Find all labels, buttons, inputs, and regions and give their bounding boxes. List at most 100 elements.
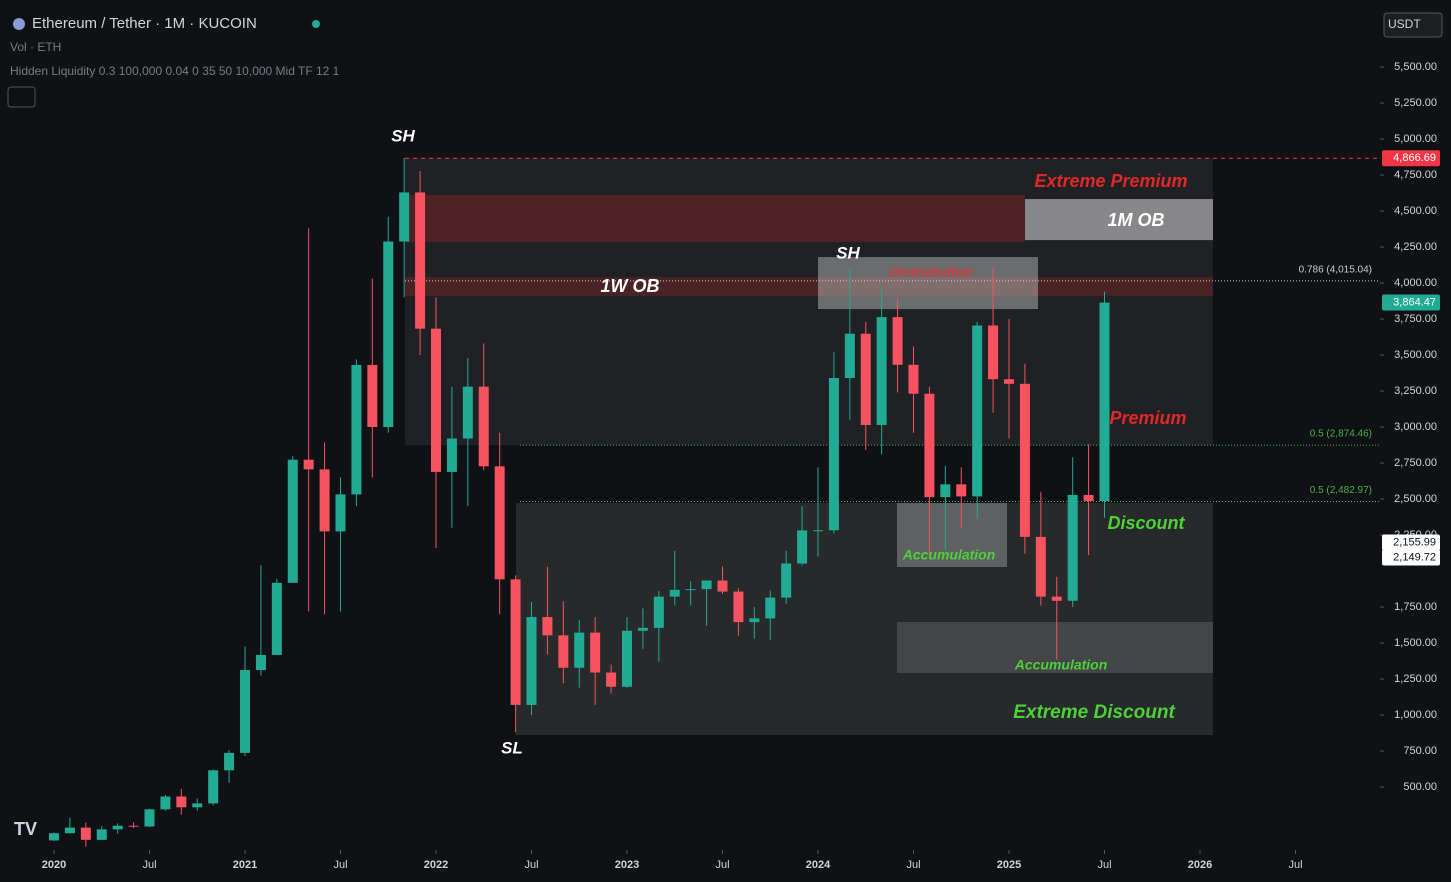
candle-body (749, 618, 760, 623)
y-tick-label: 4,750.00 (1394, 169, 1437, 181)
x-tick-label: 2026 (1188, 859, 1212, 871)
zone-label: 1M OB (1107, 210, 1164, 230)
zone-label: Accumulation (1014, 657, 1108, 673)
candle-body (1067, 494, 1078, 601)
zone-label: Accumulation (902, 547, 996, 563)
candle-body (1035, 536, 1046, 597)
collapse-button[interactable] (7, 86, 36, 108)
x-tick-label: Jul (142, 859, 156, 871)
candle-body (781, 563, 792, 598)
candle-body (844, 333, 855, 379)
candle-body (240, 670, 250, 753)
zone (1025, 199, 1213, 241)
zone (405, 195, 1025, 242)
zones (405, 158, 1213, 736)
x-tick-label: 2024 (806, 859, 831, 871)
candle-body (1004, 379, 1014, 384)
candle-body (1099, 302, 1110, 502)
price-tag (1382, 549, 1440, 566)
candle-body (797, 530, 808, 564)
zone (897, 621, 1213, 673)
candle-body (144, 809, 155, 827)
candle-body (637, 627, 648, 631)
candle-body (367, 364, 378, 427)
candle-body (653, 596, 664, 628)
y-tick-label: 5,500.00 (1394, 61, 1437, 73)
candle-body (494, 466, 505, 580)
time-axis (0, 850, 1451, 882)
annotations: SH SH SL Extreme Premium 1M OB 1W OB Dis… (391, 126, 1187, 757)
candle-body (415, 192, 426, 329)
y-tick-label: 4,000.00 (1394, 277, 1437, 289)
candle-body (685, 589, 696, 591)
level-label: 0.5 (2,482.97) (1310, 485, 1372, 496)
candle-body (112, 825, 123, 830)
y-tick-label: 3,250.00 (1394, 385, 1437, 397)
currency-button[interactable] (1383, 12, 1443, 38)
candle-body (940, 484, 951, 498)
zone (897, 503, 1007, 567)
zone-label: Distrubution (889, 264, 972, 280)
candle-body (431, 328, 441, 472)
y-tick-label: 1,500.00 (1394, 637, 1437, 649)
x-tick-label: 2023 (615, 859, 639, 871)
y-tick-label: 5,250.00 (1394, 97, 1437, 109)
candle-body (208, 770, 219, 804)
candle-body (176, 796, 187, 808)
candle-body (828, 378, 839, 531)
candle-body (351, 364, 362, 495)
candle-body (303, 459, 314, 470)
zone (405, 277, 1213, 296)
swing-low: SL (501, 738, 523, 757)
y-tick-label: 1,250.00 (1394, 673, 1437, 685)
candle-body (224, 752, 235, 771)
price-tag (1382, 150, 1440, 167)
y-tick-label: 3,750.00 (1394, 313, 1437, 325)
y-tick-label: 500.00 (1403, 781, 1437, 793)
candle-body (622, 630, 632, 687)
candle-body (669, 589, 680, 597)
zone (818, 257, 1038, 310)
candle-body (462, 386, 473, 439)
symbol-title: Ethereum / Tether · 1M · KUCOIN (32, 15, 257, 32)
candle-body (813, 530, 823, 532)
price-tag-label: 4,866.69 (1393, 152, 1436, 164)
candle-body (972, 325, 983, 497)
zone (516, 503, 1213, 736)
price-axis (1380, 0, 1451, 882)
candle-body (478, 386, 489, 467)
candle-body (924, 393, 935, 498)
candle-body (606, 672, 617, 687)
candle-body (574, 632, 585, 668)
candle-body (1019, 383, 1030, 537)
logo: TV (14, 819, 37, 839)
y-tick-label: 1,750.00 (1394, 601, 1437, 613)
candle-body (446, 438, 457, 472)
x-tick-label: 2021 (233, 859, 257, 871)
x-tick-label: 2020 (42, 859, 66, 871)
candle-body (988, 325, 999, 380)
symbol-icon (13, 18, 25, 30)
x-tick-label: 2025 (997, 859, 1021, 871)
zone-label: Extreme Discount (1013, 702, 1175, 723)
price-tag-label: 2,149.72 (1393, 551, 1436, 563)
y-tick-label: 3,500.00 (1394, 349, 1437, 361)
candle-body (287, 459, 298, 583)
volume-legend: Vol · ETH (10, 40, 61, 54)
candle-body (733, 591, 744, 623)
zone-label: Extreme Premium (1034, 171, 1187, 191)
candle-body (255, 654, 266, 671)
x-tick-label: Jul (906, 859, 920, 871)
price-tag-label: 3,864.47 (1393, 296, 1436, 308)
candle-body (765, 597, 776, 619)
candle-body (590, 632, 601, 673)
candles (49, 158, 1110, 847)
x-tick-label: Jul (1097, 859, 1111, 871)
y-tick-label: 5,000.00 (1394, 133, 1437, 145)
candle-body (160, 796, 171, 810)
candle-body (701, 580, 712, 590)
candle-body (335, 494, 346, 532)
candle-body (717, 580, 728, 592)
candle-body (271, 582, 282, 655)
y-tick-label: 1,000.00 (1394, 709, 1437, 721)
